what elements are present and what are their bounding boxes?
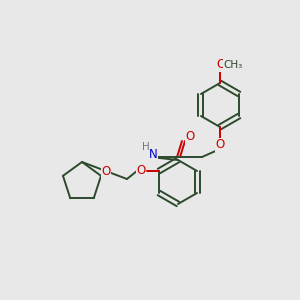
Text: CH₃: CH₃ [224,60,243,70]
Text: O: O [101,165,111,178]
Text: O: O [216,58,226,71]
Text: N: N [148,148,158,160]
Text: O: O [185,130,195,143]
Text: O: O [136,164,146,178]
Text: O: O [215,139,225,152]
Text: H: H [142,142,150,152]
